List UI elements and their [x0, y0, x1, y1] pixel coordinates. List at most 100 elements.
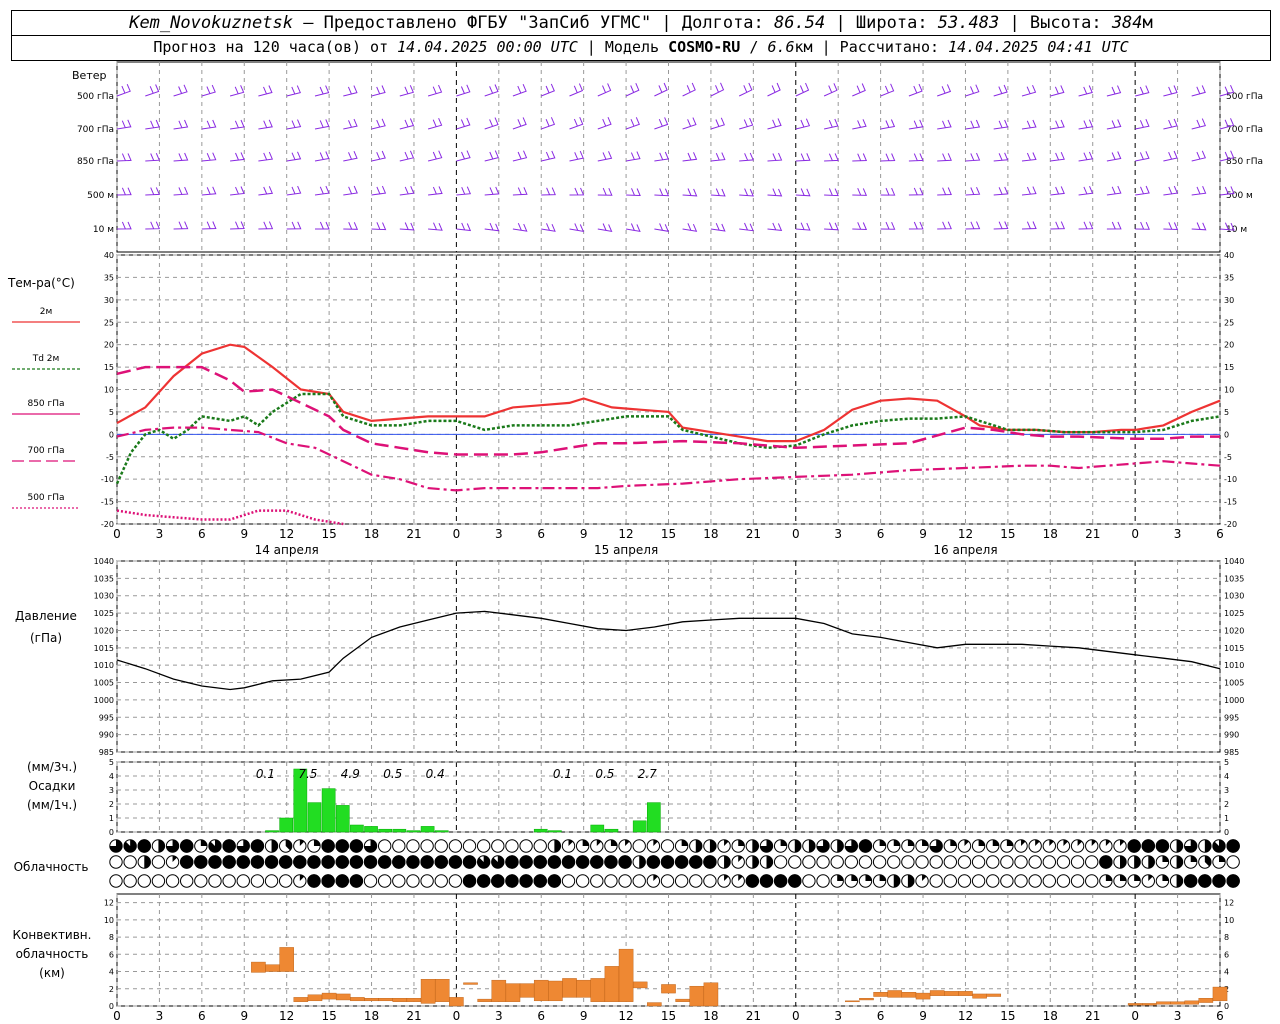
- cloud-fill-high: [837, 839, 844, 853]
- wind-barb: [682, 152, 698, 162]
- cloud-symbol-mid: [830, 855, 844, 869]
- precip-panel-ytick-right: 5: [1224, 758, 1229, 767]
- cloud-fill-mid: [1120, 855, 1127, 869]
- longitude-value: 86.54: [774, 13, 826, 33]
- wind-barb: [484, 84, 499, 97]
- conv-cloud-bar: [477, 998, 492, 1002]
- cloud-symbol-low: [363, 874, 378, 888]
- conv-panel-ytick-right: 10: [1224, 916, 1234, 925]
- precip-3h-label: 0.5: [595, 767, 614, 781]
- wind-barb: [116, 119, 132, 130]
- conv-xtick: 6: [198, 1009, 206, 1023]
- cloud-symbol-high: [491, 839, 505, 853]
- cloud-symbol-low: [1000, 874, 1014, 888]
- precip-panel-ytick-left: 5: [109, 758, 114, 767]
- temp-legend-label: Td 2м: [32, 354, 60, 364]
- cloud-symbol-low: [802, 874, 816, 888]
- cloud-fill-mid: [1162, 855, 1169, 862]
- cloud-symbol-low: [590, 874, 604, 888]
- conv-panel-ytick-left: 6: [109, 950, 114, 959]
- temp-panel-ytick-right: -10: [1224, 475, 1237, 484]
- cloud-symbol-mid: [872, 855, 887, 869]
- wind-barb: [569, 150, 584, 162]
- cloud-symbol-low: [434, 874, 448, 888]
- wind-barb: [965, 187, 981, 196]
- temp-legend-label: 700 гПа: [27, 446, 64, 456]
- wind-barb: [710, 223, 726, 232]
- temp-xtick: 15: [661, 527, 676, 541]
- conv-cloud-bar: [392, 998, 408, 1002]
- cloud-fill-high: [845, 839, 858, 853]
- temp-panel-ytick-left: 20: [104, 341, 114, 350]
- wind-level-label-left: 500 м: [87, 191, 114, 201]
- cloud-fill-low: [349, 874, 364, 888]
- cloud-fill-low: [491, 874, 505, 888]
- wind-barb: [427, 84, 443, 97]
- precip-panel-ytick-left: 0: [109, 828, 114, 837]
- wind-barb: [682, 82, 696, 97]
- wind-barb: [710, 152, 726, 162]
- wind-barb: [824, 222, 839, 231]
- temp-xtick: 3: [834, 527, 842, 541]
- wind-barb: [880, 221, 896, 230]
- conv-panel-ytick-left: 12: [104, 899, 114, 908]
- wind-barb: [343, 222, 359, 230]
- wind-barb: [286, 185, 302, 196]
- wind-barb: [852, 119, 867, 130]
- wind-barb: [739, 152, 754, 162]
- cloud-symbol-low: [575, 874, 590, 888]
- calc-time: 14.04.2025 04:41 UTC: [948, 38, 1129, 56]
- precip-panel-ytick-left: 1: [109, 814, 114, 823]
- cloud-fill-mid: [1099, 855, 1113, 869]
- pressure-panel-ytick-right: 990: [1224, 731, 1239, 740]
- wind-barb: [654, 117, 669, 130]
- wind-barb: [399, 186, 415, 196]
- cloud-fill-low: [773, 874, 788, 888]
- wind-barb: [258, 119, 273, 130]
- wind-barb: [795, 222, 811, 231]
- precip-bar: [378, 828, 393, 833]
- conv-cloud-bar: [548, 980, 563, 1002]
- wind-barb: [908, 221, 924, 230]
- cloud-symbol-mid: [773, 855, 788, 869]
- wind-barb: [201, 152, 217, 162]
- cloud-fill-high: [709, 839, 717, 853]
- cloud-fill-high: [794, 839, 801, 853]
- cloud-fill-mid: [639, 855, 646, 869]
- wind-barb: [852, 188, 868, 196]
- conv-cloud-bar: [1198, 998, 1214, 1003]
- wind-barb: [230, 152, 245, 162]
- wind-barb: [258, 221, 274, 230]
- cloud-fill-low: [476, 874, 491, 888]
- wind-barb: [371, 185, 387, 196]
- cloud-fill-high: [893, 839, 900, 846]
- temp-panel-ytick-left: 5: [109, 408, 114, 417]
- wind-barb: [937, 187, 952, 196]
- precip-panel-ytick-left: 3: [109, 786, 114, 795]
- precip-bar: [392, 828, 407, 833]
- cloud-fill-high: [1155, 839, 1170, 853]
- cloud-symbol-low: [392, 874, 406, 888]
- temp-xtick: 3: [156, 527, 164, 541]
- cloud-fill-low: [307, 874, 321, 888]
- wind-barb: [908, 119, 924, 130]
- cloud-symbol-high: [660, 839, 675, 853]
- cloud-fill-low: [1184, 874, 1198, 888]
- cloud-symbol-low: [377, 874, 392, 888]
- cloud-symbol-mid: [1042, 855, 1057, 869]
- cloud-fill-mid: [590, 855, 604, 869]
- conv-cloud-bar: [279, 947, 294, 972]
- cloud-fill-mid: [1219, 855, 1226, 862]
- conv-xtick: 0: [453, 1009, 461, 1023]
- wind-barb: [626, 151, 641, 162]
- wind-barbs: [116, 82, 1235, 233]
- wind-barb: [767, 152, 783, 162]
- cloud-fill-high: [321, 839, 335, 853]
- cloud-fill-mid: [307, 855, 321, 869]
- conv-cloud-bar: [929, 990, 945, 996]
- wind-barb: [286, 119, 302, 130]
- cloud-fill-high: [313, 839, 321, 846]
- conv-cloud-bar: [873, 992, 888, 997]
- precip-3h-label: 0.1: [256, 767, 275, 781]
- cloud-fill-high: [1120, 839, 1125, 846]
